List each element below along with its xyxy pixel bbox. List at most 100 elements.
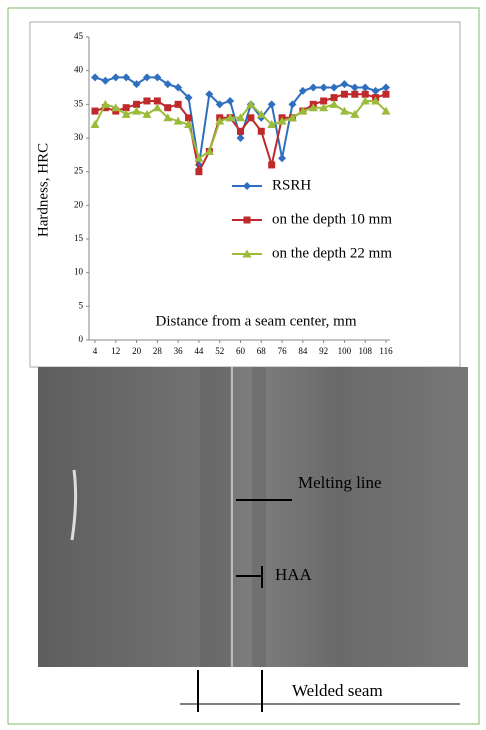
x-axis-label: Distance from a seam center, mm	[156, 313, 357, 329]
point	[371, 96, 381, 105]
point	[237, 127, 244, 135]
point	[184, 120, 194, 129]
x-tick-label: 60	[236, 346, 246, 356]
point	[267, 100, 276, 109]
y-tick-label: 5	[79, 300, 84, 310]
point	[142, 73, 151, 82]
point	[143, 97, 151, 105]
legend-marker	[243, 216, 251, 224]
point	[330, 83, 339, 92]
point	[173, 116, 183, 125]
point	[277, 116, 287, 125]
point	[256, 109, 266, 118]
point	[90, 120, 100, 129]
point	[236, 134, 245, 142]
point	[194, 153, 204, 162]
point	[309, 83, 318, 92]
point	[361, 90, 369, 98]
x-tick-label: 12	[111, 346, 120, 356]
point	[247, 114, 255, 122]
point	[185, 114, 193, 122]
point	[122, 104, 130, 112]
point	[133, 100, 141, 108]
x-tick-label: 20	[132, 346, 142, 356]
point	[246, 99, 256, 108]
point	[101, 76, 110, 85]
y-tick-label: 30	[74, 132, 84, 142]
point	[205, 90, 214, 99]
point	[329, 99, 339, 108]
point	[195, 168, 203, 176]
legend-label: on the depth 22 mm	[272, 245, 392, 261]
x-tick-label: 36	[174, 346, 184, 356]
point	[142, 109, 152, 118]
y-tick-label: 45	[74, 31, 84, 41]
point	[360, 96, 370, 105]
annotation: HAA	[275, 565, 313, 584]
point	[111, 73, 120, 82]
point	[320, 97, 328, 105]
point	[361, 83, 370, 92]
point	[350, 83, 359, 92]
point	[215, 100, 224, 109]
annotation: Welded seam	[292, 681, 383, 700]
point	[319, 103, 329, 112]
x-tick-label: 84	[298, 346, 308, 356]
point	[121, 109, 131, 118]
point	[278, 154, 287, 163]
point	[381, 106, 391, 115]
point	[340, 90, 348, 98]
legend-label: RSRH	[272, 177, 311, 193]
point	[204, 146, 214, 155]
point	[268, 161, 276, 169]
x-tick-label: 28	[153, 346, 163, 356]
point	[163, 80, 172, 89]
point	[174, 83, 183, 92]
point	[339, 106, 349, 115]
x-tick-label: 68	[257, 346, 267, 356]
photo: Melting line HAA Welded seam	[38, 367, 468, 712]
point	[236, 113, 245, 122]
y-tick-label: 15	[74, 233, 84, 243]
x-tick-label: 108	[358, 346, 372, 356]
y-axis-label: Hardness, HRC	[35, 143, 51, 237]
y-tick-label: 20	[74, 199, 84, 209]
point	[132, 106, 142, 115]
point	[371, 86, 380, 95]
point	[267, 120, 277, 129]
x-tick-label: 116	[379, 346, 393, 356]
point	[382, 90, 390, 98]
x-tick-label: 44	[194, 346, 204, 356]
point	[122, 73, 131, 82]
legend-marker	[243, 182, 251, 190]
x-tick-label: 4	[93, 346, 98, 356]
point	[163, 113, 173, 122]
point	[153, 73, 162, 82]
y-tick-label: 10	[74, 267, 84, 277]
point	[91, 73, 99, 82]
point	[153, 97, 161, 105]
y-tick-label: 35	[74, 98, 84, 108]
point	[111, 103, 121, 112]
point	[288, 100, 297, 109]
frame	[7, 7, 480, 725]
legend-marker	[242, 249, 252, 258]
photo-image	[38, 367, 468, 667]
y-tick-label: 0	[79, 334, 84, 344]
x-tick-label: 52	[215, 346, 224, 356]
scratch	[70, 469, 78, 541]
x-tick-label: 76	[278, 346, 288, 356]
point	[287, 113, 297, 122]
point	[184, 93, 193, 102]
point	[164, 104, 172, 112]
point	[351, 90, 359, 98]
point	[225, 113, 235, 122]
point	[100, 99, 110, 108]
legend-label: on the depth 10 mm	[272, 211, 392, 227]
point	[152, 103, 162, 112]
x-tick-label: 92	[319, 346, 328, 356]
seam-band	[252, 367, 266, 667]
point	[340, 80, 349, 89]
y-tick-label: 25	[74, 166, 84, 176]
